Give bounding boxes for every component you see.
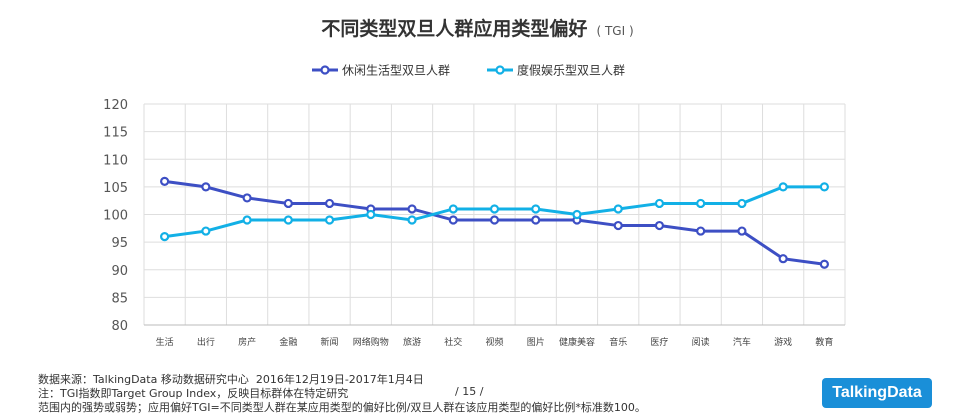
x-tick-label: 医疗: [650, 336, 668, 348]
legend-swatch-marker: [495, 65, 505, 75]
data-point-series-1: [531, 215, 541, 225]
x-tick-label: 网络购物: [353, 336, 389, 348]
page-number: / 15 /: [455, 385, 484, 398]
data-point-series-2: [283, 215, 293, 225]
x-tick-label: 生活: [156, 336, 174, 348]
y-tick-label: 85: [111, 291, 128, 306]
data-point-series-1: [737, 226, 747, 236]
brand-logo: TalkingData: [822, 378, 932, 408]
data-point-series-2: [696, 198, 706, 209]
legend-label: 休闲生活型双旦人群: [342, 64, 450, 78]
chart-title-row: 不同类型双旦人群应用类型偏好 ( TGI ): [0, 14, 955, 41]
x-tick-label: 教育: [815, 336, 833, 348]
line-chart: 80 85 90 95 100 105 110 115 120 生活 出行 房产 金融 新闻 网络购物 旅游 社…: [103, 63, 846, 348]
x-tick-label: 音乐: [609, 336, 627, 348]
data-point-series-1: [448, 215, 458, 225]
data-point-series-1: [407, 204, 417, 214]
data-point-series-2: [201, 226, 211, 236]
data-point-series-2: [407, 215, 417, 225]
data-point-series-1: [160, 176, 170, 186]
x-tick-label: 健康美容: [559, 336, 595, 348]
data-point-series-1: [696, 226, 706, 236]
y-tick-label: 115: [103, 126, 128, 141]
data-point-series-2: [778, 182, 788, 192]
data-point-series-1: [283, 198, 293, 209]
legend-label: 度假娱乐型双旦人群: [517, 63, 625, 78]
data-point-series-2: [819, 182, 829, 192]
footer-source: 数据来源：TalkingData 移动数据研究中心 2016年12月19日-20…: [38, 373, 424, 386]
data-point-series-1: [201, 182, 211, 192]
data-point-series-2: [324, 215, 335, 225]
x-tick-label: 出行: [197, 336, 215, 348]
data-point-series-2: [613, 204, 623, 214]
y-tick-label: 110: [103, 153, 128, 168]
x-tick-label: 视频: [485, 336, 503, 348]
footer-note-1: 注：TGI指数即Target Group Index，反映目标群体在特定研究: [38, 387, 349, 400]
y-tick-label: 90: [111, 264, 128, 279]
data-point-series-1: [778, 254, 788, 264]
data-point-series-1: [489, 215, 500, 225]
data-point-series-2: [654, 198, 665, 209]
y-tick-label: 105: [103, 181, 128, 196]
data-point-series-2: [242, 215, 252, 225]
x-tick-label: 图片: [527, 336, 545, 348]
data-point-series-2: [160, 232, 170, 242]
y-tick-label: 80: [111, 319, 128, 334]
data-point-series-2: [737, 198, 747, 209]
footer-note-2: 范围内的强势或弱势；应用偏好TGI=不同类型人群在某应用类型的偏好比例/双旦人群…: [38, 401, 646, 414]
chart-title-suffix: ( TGI ): [596, 24, 634, 38]
x-tick-label: 新闻: [321, 336, 339, 348]
y-tick-label: 100: [103, 209, 128, 224]
data-point-series-2: [489, 204, 500, 214]
y-tick-label: 120: [103, 98, 128, 113]
data-point-series-1: [242, 193, 252, 203]
chart-title: 不同类型双旦人群应用类型偏好: [321, 18, 588, 40]
data-point-series-1: [324, 198, 335, 209]
data-point-series-2: [531, 204, 541, 214]
legend-swatch-marker: [320, 65, 330, 75]
y-tick-label: 95: [111, 236, 128, 251]
x-tick-label: 房产: [238, 336, 256, 348]
data-point-series-2: [572, 209, 582, 220]
x-tick-label: 社交: [444, 336, 462, 348]
data-point-series-1: [613, 220, 623, 231]
x-tick-label: 汽车: [733, 336, 751, 348]
x-tick-label: 金融: [279, 336, 297, 348]
data-point-series-1: [819, 259, 829, 269]
x-tick-label: 旅游: [403, 336, 421, 348]
x-tick-label: 游戏: [774, 336, 792, 348]
data-point-series-1: [654, 220, 665, 231]
data-point-series-2: [448, 204, 458, 214]
x-tick-label: 阅读: [692, 336, 710, 348]
data-point-series-2: [366, 209, 376, 220]
